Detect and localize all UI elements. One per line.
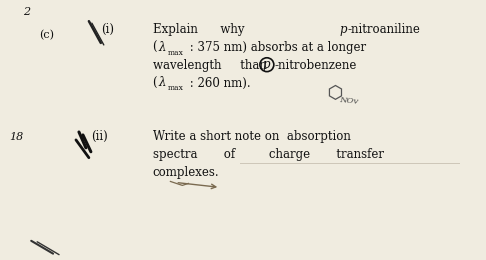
Text: : 375 nm) absorbs at a longer: : 375 nm) absorbs at a longer — [186, 41, 366, 54]
Text: p: p — [263, 58, 270, 71]
Text: (c): (c) — [39, 30, 54, 40]
Text: λ: λ — [158, 41, 166, 54]
Text: Write a short note on  absorption: Write a short note on absorption — [153, 130, 350, 143]
Text: complexes.: complexes. — [153, 166, 219, 179]
Text: Explain      why: Explain why — [153, 23, 278, 36]
Text: max: max — [168, 49, 183, 57]
Text: : 260 nm).: : 260 nm). — [186, 76, 251, 89]
Text: -nitroaniline: -nitroaniline — [347, 23, 420, 36]
Text: (i): (i) — [101, 23, 114, 36]
Text: NOv: NOv — [339, 96, 359, 105]
Text: p: p — [339, 23, 347, 36]
Text: (: ( — [153, 76, 157, 89]
Text: 18: 18 — [9, 132, 24, 142]
Text: -nitrobenzene: -nitrobenzene — [275, 59, 357, 72]
Text: max: max — [168, 84, 183, 92]
Text: (ii): (ii) — [91, 130, 107, 143]
Text: (: ( — [153, 41, 157, 54]
Text: spectra       of         charge       transfer: spectra of charge transfer — [153, 148, 383, 161]
Text: 2: 2 — [23, 7, 31, 17]
Text: wavelength     than: wavelength than — [153, 59, 274, 72]
Text: λ: λ — [158, 76, 166, 89]
